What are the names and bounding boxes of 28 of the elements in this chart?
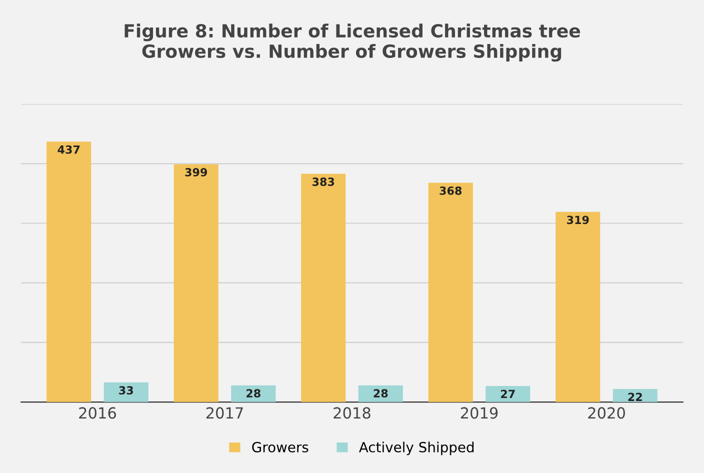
data-label: 33	[119, 386, 133, 395]
legend-label: Growers	[252, 442, 308, 452]
data-label: 383	[312, 178, 334, 186]
data-label: 368	[440, 186, 462, 195]
bar	[301, 174, 346, 402]
data-label: 399	[185, 168, 207, 176]
data-label: 28	[246, 389, 260, 398]
chart-title: Figure 8: Number of Licensed Christmas tree Growers vs. Number of Growers Shipping	[124, 24, 580, 62]
data-label: 22	[628, 392, 642, 401]
legend-label: Actively Shipped	[359, 442, 474, 456]
bar	[486, 386, 530, 402]
x-tick-label: 2020	[588, 407, 625, 419]
bar	[104, 382, 148, 402]
data-label: 437	[58, 145, 80, 154]
data-label: 27	[501, 390, 515, 398]
bar	[358, 385, 403, 402]
x-tick-label: 2018	[334, 407, 370, 419]
data-label: 28	[374, 389, 388, 398]
bar	[556, 212, 600, 402]
data-label: 319	[567, 216, 589, 224]
x-tick-label: 2016	[79, 407, 116, 419]
x-tick-label: 2017	[206, 407, 243, 419]
bar	[174, 164, 218, 402]
x-tick-label: 2019	[460, 407, 498, 419]
bar	[428, 182, 473, 402]
bar	[612, 388, 658, 402]
bar	[46, 142, 92, 402]
bar	[231, 385, 276, 402]
